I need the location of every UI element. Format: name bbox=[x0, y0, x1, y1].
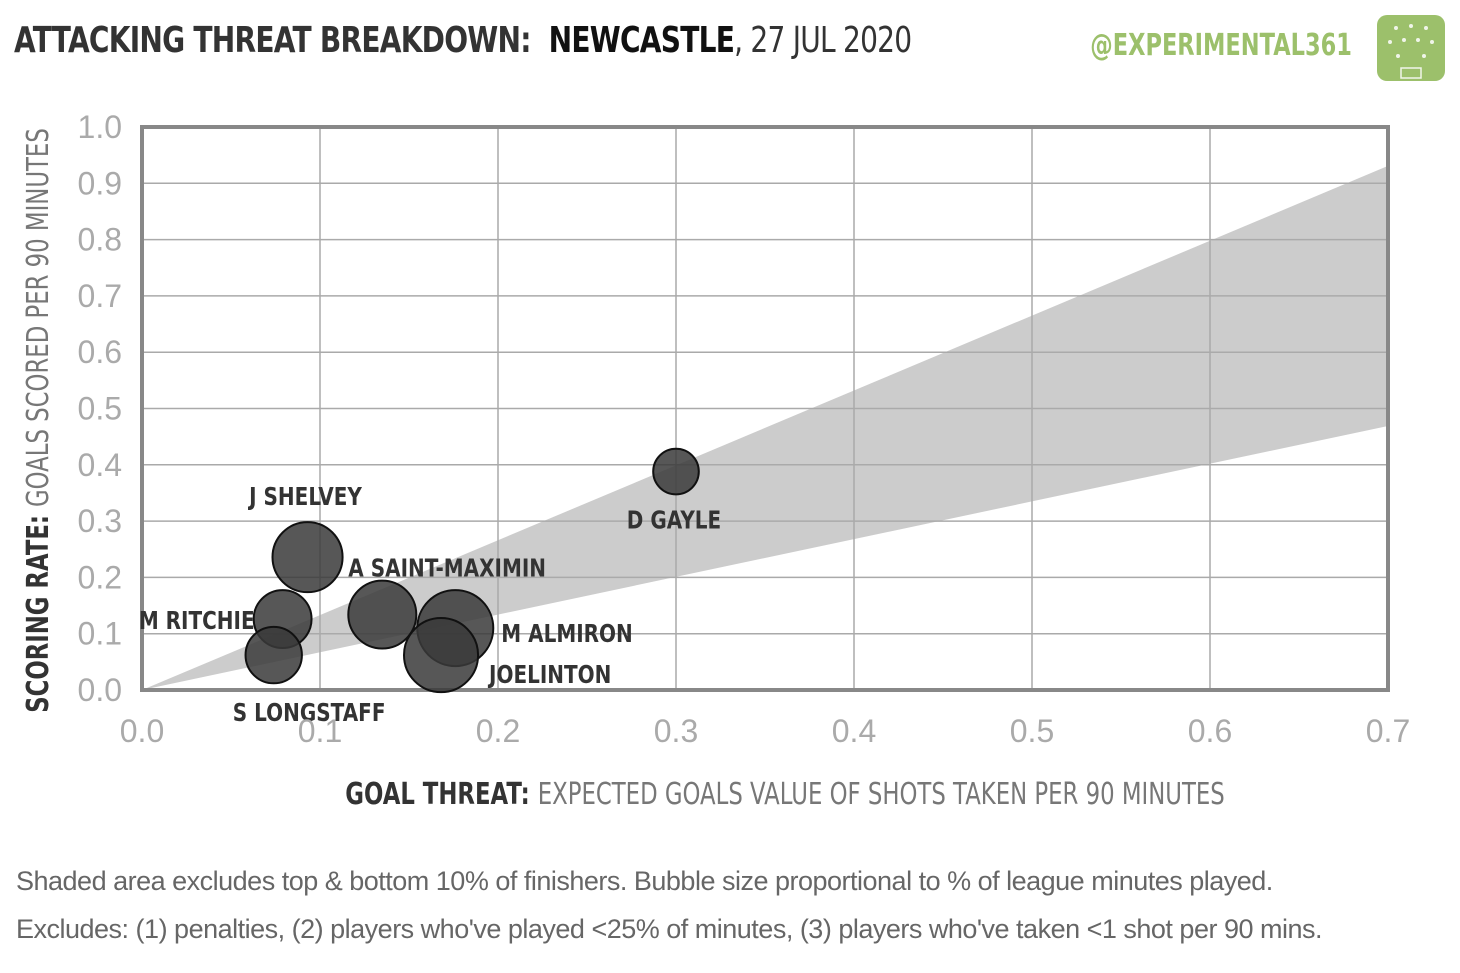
author-handle: @EXPERIMENTAL361 bbox=[1090, 28, 1352, 63]
x-tick-label: 0.2 bbox=[476, 713, 520, 749]
y-tick-label: 0.4 bbox=[78, 447, 122, 483]
pitch-logo-icon bbox=[1377, 15, 1445, 81]
title-prefix: ATTACKING THREAT BREAKDOWN: bbox=[14, 20, 531, 61]
y-tick-label: 0.7 bbox=[78, 278, 122, 314]
player-bubble bbox=[652, 447, 700, 496]
y-tick-label: 0.2 bbox=[78, 559, 122, 595]
y-axis-title: SCORING RATE: GOALS SCORED PER 90 MINUTE… bbox=[21, 128, 56, 713]
x-axis-title: GOAL THREAT: EXPECTED GOALS VALUE OF SHO… bbox=[345, 777, 1224, 812]
y-tick-label: 0.0 bbox=[78, 672, 122, 708]
y-tick-label: 0.1 bbox=[78, 616, 122, 652]
x-axis-title-rest: EXPECTED GOALS VALUE OF SHOTS TAKEN PER … bbox=[538, 777, 1225, 812]
player-label: S LONGSTAFF bbox=[233, 699, 386, 728]
player-bubble bbox=[347, 579, 418, 650]
x-tick-label: 0.6 bbox=[1188, 713, 1232, 749]
x-tick-label: 0.4 bbox=[832, 713, 876, 749]
y-tick-label: 0.5 bbox=[78, 391, 122, 427]
y-axis-title-bold: SCORING RATE: bbox=[21, 507, 56, 713]
player-label: J SHELVEY bbox=[247, 483, 362, 512]
y-tick-label: 0.3 bbox=[78, 503, 122, 539]
x-tick-label: 0.7 bbox=[1366, 713, 1410, 749]
footnote-band: Shaded area excludes top & bottom 10% of… bbox=[16, 866, 1273, 896]
player-bubble bbox=[403, 617, 480, 694]
finishing-band bbox=[142, 165, 1388, 691]
chart-title: ATTACKING THREAT BREAKDOWN: NEWCASTLE, 2… bbox=[14, 20, 912, 61]
title-team: NEWCASTLE bbox=[548, 20, 735, 61]
y-axis-title-rest: GOALS SCORED PER 90 MINUTES bbox=[21, 128, 56, 507]
x-axis-title-bold: GOAL THREAT: bbox=[345, 777, 537, 812]
player-bubble bbox=[244, 625, 303, 685]
x-tick-label: 0.5 bbox=[1010, 713, 1054, 749]
y-tick-label: 0.8 bbox=[78, 222, 122, 258]
player-label: D GAYLE bbox=[627, 506, 721, 535]
x-tick-label: 0.3 bbox=[654, 713, 698, 749]
scatter-chart: J SHELVEY A SAINT-MAXIMIN M RITCHIE S LONGS… bbox=[21, 109, 1410, 812]
x-tick-label: 0.0 bbox=[120, 713, 164, 749]
footnote-exclusions: Excludes: (1) penalties, (2) players who… bbox=[16, 914, 1323, 944]
x-tick-label: 0.1 bbox=[298, 713, 342, 749]
player-label: A SAINT-MAXIMIN bbox=[348, 554, 546, 583]
player-label: JOELINTON bbox=[487, 661, 611, 690]
player-label: M RITCHIE bbox=[139, 607, 255, 636]
player-label: M ALMIRON bbox=[501, 620, 632, 649]
title-date: , 27 JUL 2020 bbox=[734, 20, 912, 61]
player-bubble bbox=[271, 521, 344, 594]
plot-border bbox=[140, 125, 1390, 692]
y-tick-label: 1.0 bbox=[78, 109, 122, 145]
y-tick-label: 0.9 bbox=[78, 165, 122, 201]
y-tick-label: 0.6 bbox=[78, 334, 122, 370]
